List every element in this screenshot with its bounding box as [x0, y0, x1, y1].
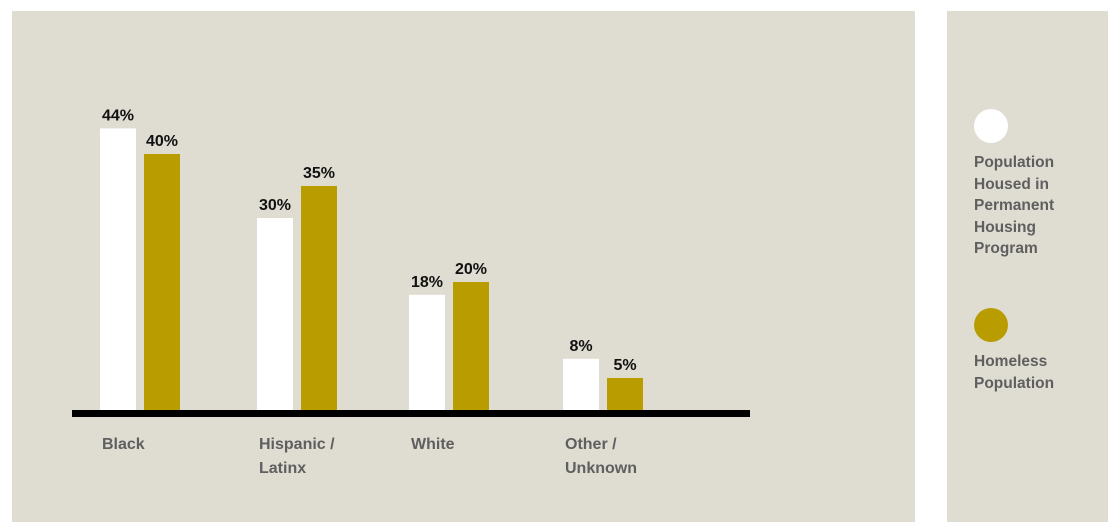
x-axis-baseline [72, 410, 750, 417]
legend-label-housed: Population Housed in Permanent Housing P… [974, 154, 1055, 257]
bar-black-series-2 [144, 154, 180, 410]
legend-label-homeless: Homeless Population [974, 353, 1055, 392]
bar-other-unknown-series-1 [563, 358, 599, 410]
data-label-white-series-2: 20% [455, 261, 487, 278]
data-label-other-unknown-series-2: 5% [613, 357, 636, 374]
bar-white-series-1 [409, 294, 445, 410]
data-label-hispanic-latinx-series-1: 30% [259, 197, 291, 214]
data-label-hispanic-latinx-series-2: 35% [303, 165, 335, 182]
legend-panel: Population Housed in Permanent Housing P… [947, 11, 1108, 522]
bar-other-unknown-series-2 [607, 378, 643, 410]
data-label-other-unknown-series-1: 8% [569, 338, 592, 355]
category-label-black: Black [102, 436, 145, 453]
bar-chart: 44% 40% Black 30% 35% Hispanic / Latinx 18% 20% W… [72, 107, 750, 477]
category-label-other-unknown: Other / Unknown [565, 436, 637, 477]
legend-item-housed: Population Housed in Permanent Housing P… [974, 109, 1104, 260]
data-label-black-series-1: 44% [102, 107, 134, 124]
bar-hispanic-latinx-series-2 [301, 186, 337, 410]
chart-panel: 44% 40% Black 30% 35% Hispanic / Latinx 18% 20% W… [12, 11, 915, 522]
legend-swatch-housed-icon [974, 109, 1008, 143]
bar-hispanic-latinx-series-1 [257, 218, 293, 410]
bar-black-series-1 [100, 128, 136, 410]
data-label-black-series-2: 40% [146, 133, 178, 150]
legend-swatch-homeless-icon [974, 308, 1008, 342]
data-label-white-series-1: 18% [411, 274, 443, 291]
category-label-hispanic-latinx: Hispanic / Latinx [259, 436, 335, 477]
bar-white-series-2 [453, 282, 489, 410]
category-label-white: White [411, 436, 455, 453]
legend-item-homeless: Homeless Population [974, 308, 1104, 394]
